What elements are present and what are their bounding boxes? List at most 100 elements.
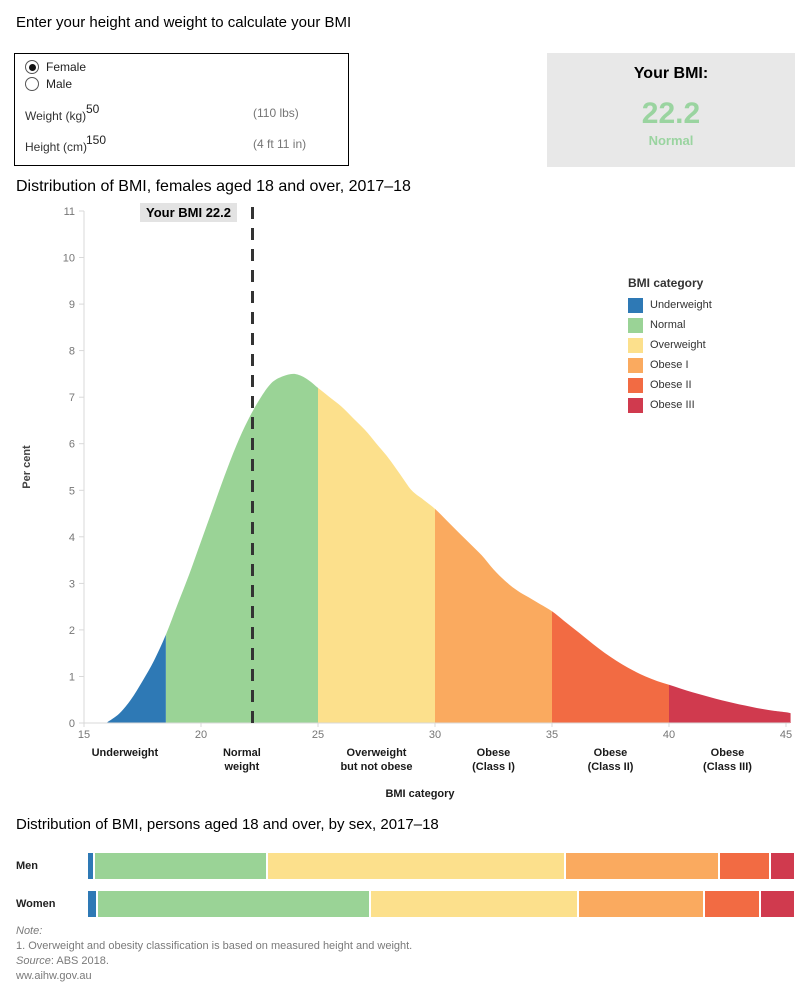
y-tick-label: 3 <box>69 578 75 590</box>
y-tick-label: 8 <box>69 346 75 358</box>
legend-swatch-icon <box>628 397 643 413</box>
legend-item-label: Underweight <box>650 299 712 311</box>
height-imperial: (4 ft 11 in) <box>253 137 307 151</box>
intro-heading: Enter your height and weight to calculat… <box>16 14 352 31</box>
weight-imperial: (110 lbs) <box>253 106 299 120</box>
legend-item-underweight[interactable]: Underweight <box>628 295 712 315</box>
bmi-input-panel: Female Male Weight (kg) 50 (110 lbs) Hei… <box>14 53 349 166</box>
bar-segment-normal[interactable] <box>97 891 370 917</box>
legend-swatch-icon <box>628 337 643 353</box>
bar-segment-overweight[interactable] <box>371 891 578 917</box>
x-tick-label: 45 <box>780 729 792 741</box>
legend-item-obese-ii[interactable]: Obese II <box>628 375 712 395</box>
bar-row-men: Men <box>0 853 800 879</box>
legend-swatch-icon <box>628 317 643 333</box>
legend-swatch-icon <box>628 377 643 393</box>
density-chart-title: Distribution of BMI, females aged 18 and… <box>16 178 411 195</box>
density-segment-overweight[interactable] <box>107 374 790 723</box>
men-bar-track <box>88 853 794 879</box>
y-tick-label: 6 <box>69 439 75 451</box>
bar-segment-underweight[interactable] <box>88 891 96 917</box>
bar-segment-obese-iii[interactable] <box>760 891 794 917</box>
legend-item-normal[interactable]: Normal <box>628 315 712 335</box>
sex-bar-chart: Men Women <box>0 853 800 929</box>
x-category-label: Underweight <box>92 747 159 759</box>
bar-segment-obese-ii[interactable] <box>705 891 759 917</box>
x-category-label: Obese (Class II) <box>588 747 634 773</box>
legend-swatch-icon <box>628 297 643 313</box>
weight-label: Weight (kg) <box>25 109 87 123</box>
website-text: ww.aihw.gov.au <box>16 970 92 982</box>
x-axis-title: BMI category <box>385 788 455 800</box>
radio-female-circle-icon[interactable] <box>25 60 39 74</box>
legend-title: BMI category <box>628 276 704 290</box>
note-1: 1. Overweight and obesity classification… <box>16 940 413 952</box>
radio-female-label: Female <box>46 60 87 74</box>
x-tick-label: 25 <box>312 729 324 741</box>
source-label: Source <box>16 955 51 967</box>
legend-items: Underweight Normal Overweight Obese I Obese … <box>628 295 712 415</box>
women-bar-track <box>88 891 794 917</box>
y-axis-title: Per cent <box>21 445 33 489</box>
bar-segment-normal[interactable] <box>94 853 266 879</box>
bar-segment-overweight[interactable] <box>267 853 565 879</box>
y-tick-label: 4 <box>69 532 75 544</box>
y-tick-label: 2 <box>69 625 75 637</box>
weight-input[interactable]: 50 <box>86 102 100 116</box>
legend-item-label: Overweight <box>650 339 706 351</box>
density-segment-obese-ii[interactable] <box>107 374 790 723</box>
bar-row-label: Women <box>16 898 56 910</box>
x-category-label: Obese (Class I) <box>472 747 515 773</box>
bar-segment-obese-iii[interactable] <box>770 853 794 879</box>
height-label: Height (cm) <box>25 140 88 154</box>
bar-segment-underweight[interactable] <box>88 853 93 879</box>
x-tick-label: 20 <box>195 729 207 741</box>
y-tick-label: 10 <box>63 253 75 265</box>
x-category-label: Overweight but not obese <box>340 747 412 773</box>
bmi-result-category: Normal <box>648 133 694 148</box>
note-label: Note: <box>16 925 43 937</box>
y-tick-label: 7 <box>69 392 75 404</box>
density-segment-obese-iii[interactable] <box>107 374 791 723</box>
bmi-result-panel: Your BMI: 22.2 Normal <box>547 53 795 167</box>
legend-item-label: Normal <box>650 319 686 331</box>
footer-notes: Note: 1. Overweight and obesity classifi… <box>16 924 412 984</box>
radio-male[interactable]: Male <box>25 77 72 91</box>
radio-male-label: Male <box>46 77 73 91</box>
legend-swatch-icon <box>628 357 643 373</box>
density-segment-normal[interactable] <box>107 373 790 723</box>
source-text: : ABS 2018. <box>50 955 109 967</box>
y-tick-label: 0 <box>69 718 75 730</box>
x-tick-label: 40 <box>663 729 675 741</box>
legend-item-obese-i[interactable]: Obese I <box>628 355 712 375</box>
bmi-result-value: 22.2 <box>641 97 701 130</box>
bar-row-women: Women <box>0 891 800 917</box>
legend-item-label: Obese II <box>650 379 692 391</box>
y-tick-label: 1 <box>69 672 75 684</box>
y-tick-label: 9 <box>69 299 75 311</box>
height-input[interactable]: 150 <box>86 133 107 147</box>
your-bmi-annotation: Your BMI 22.2 <box>140 203 238 222</box>
x-tick-label: 30 <box>429 729 441 741</box>
legend-item-overweight[interactable]: Overweight <box>628 335 712 355</box>
x-tick-label: 35 <box>546 729 558 741</box>
radio-male-circle-icon[interactable] <box>25 77 39 91</box>
x-category-label: Normal weight <box>223 747 261 773</box>
bar-segment-obese-ii[interactable] <box>719 853 769 879</box>
bar-segment-obese-i[interactable] <box>579 891 704 917</box>
y-tick-label: 11 <box>64 206 75 218</box>
radio-female[interactable]: Female <box>25 60 86 74</box>
legend-item-label: Obese I <box>650 359 689 371</box>
legend-item-obese-iii[interactable]: Obese III <box>628 395 712 415</box>
bar-chart-title: Distribution of BMI, persons aged 18 and… <box>16 816 439 833</box>
y-tick-label: 5 <box>69 485 75 497</box>
x-category-label: Obese (Class III) <box>703 747 752 773</box>
density-segment-obese-i[interactable] <box>107 374 790 723</box>
bar-segment-obese-i[interactable] <box>566 853 718 879</box>
x-tick-label: 15 <box>78 729 90 741</box>
bmi-result-heading: Your BMI: <box>633 65 709 82</box>
bar-row-label: Men <box>16 860 38 872</box>
density-segment-underweight[interactable] <box>107 374 790 723</box>
source-line: Source: ABS 2018. <box>16 954 412 969</box>
